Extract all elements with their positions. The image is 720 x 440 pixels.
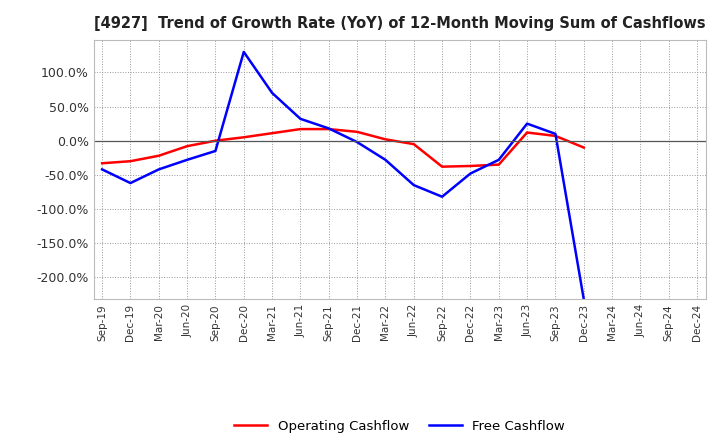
Free Cashflow — [325, 126, 333, 131]
Operating Cashflow — [551, 133, 559, 139]
Operating Cashflow — [325, 126, 333, 132]
Free Cashflow — [410, 183, 418, 188]
Title: [4927]  Trend of Growth Rate (YoY) of 12-Month Moving Sum of Cashflows: [4927] Trend of Growth Rate (YoY) of 12-… — [94, 16, 706, 32]
Free Cashflow — [183, 157, 192, 162]
Operating Cashflow — [211, 138, 220, 143]
Line: Free Cashflow: Free Cashflow — [102, 52, 584, 299]
Free Cashflow — [381, 157, 390, 162]
Free Cashflow — [438, 194, 446, 199]
Free Cashflow — [296, 116, 305, 121]
Operating Cashflow — [98, 161, 107, 166]
Free Cashflow — [466, 171, 474, 176]
Free Cashflow — [155, 167, 163, 172]
Operating Cashflow — [296, 126, 305, 132]
Operating Cashflow — [240, 135, 248, 140]
Operating Cashflow — [268, 131, 276, 136]
Free Cashflow — [268, 90, 276, 95]
Free Cashflow — [211, 148, 220, 154]
Free Cashflow — [580, 297, 588, 302]
Free Cashflow — [240, 49, 248, 55]
Free Cashflow — [126, 180, 135, 186]
Operating Cashflow — [438, 164, 446, 169]
Operating Cashflow — [155, 153, 163, 158]
Operating Cashflow — [353, 129, 361, 135]
Operating Cashflow — [381, 137, 390, 142]
Operating Cashflow — [183, 143, 192, 149]
Operating Cashflow — [126, 158, 135, 164]
Free Cashflow — [353, 139, 361, 145]
Operating Cashflow — [466, 163, 474, 169]
Free Cashflow — [523, 121, 531, 126]
Free Cashflow — [551, 131, 559, 136]
Free Cashflow — [495, 157, 503, 162]
Operating Cashflow — [580, 145, 588, 150]
Line: Operating Cashflow: Operating Cashflow — [102, 129, 584, 167]
Legend: Operating Cashflow, Free Cashflow: Operating Cashflow, Free Cashflow — [229, 415, 570, 438]
Free Cashflow — [98, 167, 107, 172]
Operating Cashflow — [410, 142, 418, 147]
Operating Cashflow — [495, 162, 503, 167]
Operating Cashflow — [523, 130, 531, 135]
